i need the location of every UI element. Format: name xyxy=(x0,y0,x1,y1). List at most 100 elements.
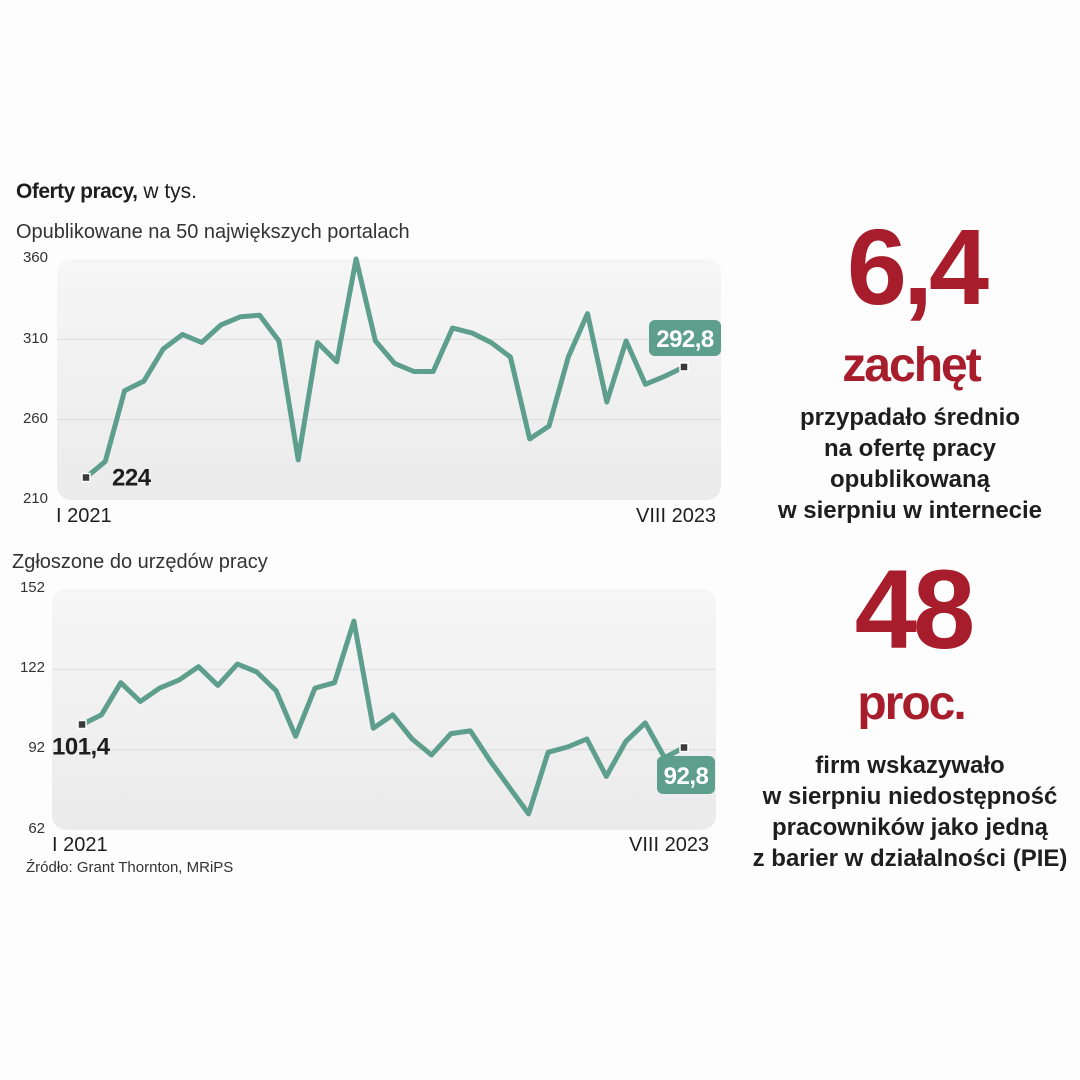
chart2-title: Zgłoszone do urzędów pracy xyxy=(12,551,268,573)
stat2-desc-line: pracowników jako jedną xyxy=(771,814,1049,841)
main-title-unit: w tys. xyxy=(137,180,198,203)
chart1-data-point xyxy=(489,341,493,345)
chart1-end-label: 292,8 xyxy=(656,326,714,353)
stat1-description: przypadało średnio na ofertę pracy opubl… xyxy=(760,402,1060,526)
chart1-data-point xyxy=(123,389,127,393)
chart1-ytick: 310 xyxy=(22,330,48,347)
chart2-data-point xyxy=(371,726,375,730)
stat1-number: 6,4 xyxy=(846,206,989,327)
chart1-start-label: 224 xyxy=(112,465,152,492)
chart2-data-point xyxy=(507,785,511,789)
stat1-desc-line: opublikowaną xyxy=(829,466,990,493)
chart1-ytick: 360 xyxy=(22,249,48,266)
stat2-desc-line: z barier w działalności (PIE) xyxy=(752,845,1068,872)
chart2-start-label: 101,4 xyxy=(52,733,111,760)
chart2-series-line xyxy=(79,618,687,817)
chart1-end-callout xyxy=(649,320,721,356)
chart2-data-point xyxy=(216,683,220,687)
stat1-unit: zachęt xyxy=(842,339,981,392)
chart2-data-point xyxy=(332,681,336,685)
chart1-series-line xyxy=(83,256,687,480)
source-note: Źródło: Grant Thornton, MRiPS xyxy=(26,859,234,876)
chart1-data-point xyxy=(142,379,146,383)
chart2-ytick: 92 xyxy=(28,739,45,756)
chart1-data-point xyxy=(624,339,628,343)
stat2-description: firm wskazywało w sierpniu niedostępność… xyxy=(750,750,1070,874)
chart2-end-label: 92,8 xyxy=(664,763,709,790)
chart2-data-point xyxy=(138,699,142,703)
chart1-data-point xyxy=(103,459,107,463)
stat2-desc-line: w sierpniu niedostępność xyxy=(762,783,1058,810)
stat1-desc-line: w sierpniu w internecie xyxy=(777,497,1043,524)
chart2-plot-background xyxy=(52,589,716,830)
chart2-data-point xyxy=(158,686,162,690)
main-title-bold: Oferty pracy, xyxy=(16,180,138,203)
stat2-unit: proc. xyxy=(857,677,966,730)
chart2-data-point xyxy=(313,686,317,690)
chart2-data-point xyxy=(468,729,472,733)
stat1-desc-line: na ofertę pracy xyxy=(823,435,997,462)
chart1-data-point xyxy=(315,341,319,345)
chart1-data-point xyxy=(431,369,435,373)
chart2-end-marker xyxy=(679,742,689,753)
chart1-xlabel-end: VIII 2023 xyxy=(636,505,717,527)
chart1-data-point xyxy=(219,323,223,327)
chart2-data-point xyxy=(255,670,259,674)
chart1-data-point xyxy=(451,326,455,330)
chart2-ytick: 122 xyxy=(19,659,45,676)
stat1-desc-line: przypadało średnio xyxy=(799,404,1021,431)
chart2-data-point xyxy=(604,774,608,778)
chart1-xlabel-start: I 2021 xyxy=(56,505,112,527)
chart2-data-point xyxy=(527,812,531,816)
chart1-data-point xyxy=(296,458,300,462)
chart2-data-point xyxy=(197,665,201,669)
chart2-data-point xyxy=(624,740,628,744)
chart1-plot-background xyxy=(57,259,721,500)
chart2-data-point xyxy=(119,681,123,685)
chart2-data-point xyxy=(488,758,492,762)
chart2-data-point xyxy=(391,713,395,717)
chart2-data-point xyxy=(352,619,356,623)
chart1-data-point xyxy=(354,257,358,261)
chart1-data-point xyxy=(161,347,165,351)
chart1-data-point xyxy=(180,333,184,337)
chart1-data-point xyxy=(528,437,532,441)
chart2-xlabel-start: I 2021 xyxy=(52,834,108,856)
chart2-ytick: 62 xyxy=(28,820,45,837)
chart1-data-point xyxy=(238,315,242,319)
stat2-number: 48 xyxy=(854,547,976,672)
chart1-data-point xyxy=(547,424,551,428)
chart2-data-point xyxy=(177,678,181,682)
chart2-data-point xyxy=(294,734,298,738)
chart2-data-point xyxy=(565,745,569,749)
chart2-data-point xyxy=(235,662,239,666)
chart1-data-point xyxy=(200,341,204,345)
chart1-data-point xyxy=(258,313,262,317)
chart1-data-point xyxy=(586,312,590,316)
chart2-xlabel-end: VIII 2023 xyxy=(629,834,710,856)
chart1-ytick: 260 xyxy=(22,410,48,427)
chart2-ytick: 152 xyxy=(19,579,45,596)
chart1-data-point xyxy=(663,374,667,378)
chart1-start-marker xyxy=(81,472,91,483)
chart2-data-point xyxy=(449,732,453,736)
chart2-data-point xyxy=(274,689,278,693)
chart2-data-point xyxy=(410,737,414,741)
chart1-data-point xyxy=(643,382,647,386)
chart2-end-callout xyxy=(657,756,715,794)
main-title: Oferty pracy, w tys. xyxy=(16,180,197,204)
chart1-data-point xyxy=(470,331,474,335)
stat2-desc-line: firm wskazywało xyxy=(815,752,1005,779)
chart1-end-marker xyxy=(679,362,689,372)
chart1-data-point xyxy=(335,360,339,364)
chart1-data-point xyxy=(393,361,397,365)
chart1-data-point xyxy=(566,355,570,359)
chart2-data-point xyxy=(546,750,550,754)
chart1-title: Opublikowane na 50 największych portalac… xyxy=(16,221,410,243)
chart1-ytick: 210 xyxy=(22,490,48,507)
chart2-data-point xyxy=(585,737,589,741)
chart1-data-point xyxy=(508,355,512,359)
chart2-data-point xyxy=(430,753,434,757)
chart1-data-point xyxy=(412,369,416,373)
